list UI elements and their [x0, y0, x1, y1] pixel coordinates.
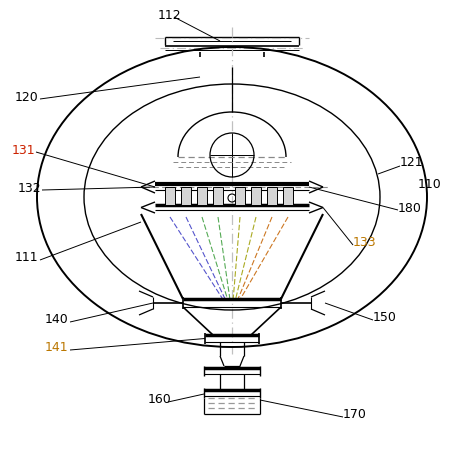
Bar [213, 187, 223, 206]
Text: 120: 120 [15, 90, 39, 103]
Text: 111: 111 [15, 251, 38, 264]
Text: 133: 133 [352, 236, 376, 249]
Bar [197, 187, 206, 206]
Text: 140: 140 [45, 313, 69, 326]
Text: 160: 160 [148, 393, 171, 405]
Bar [250, 187, 261, 206]
Text: 150: 150 [372, 311, 396, 324]
Text: 110: 110 [417, 178, 441, 191]
Text: 131: 131 [12, 143, 36, 156]
Text: 180: 180 [397, 201, 421, 214]
Bar [234, 187, 244, 206]
Text: 170: 170 [342, 408, 366, 420]
Text: 141: 141 [45, 341, 69, 354]
Bar [266, 187, 276, 206]
Bar [181, 187, 191, 206]
Text: 132: 132 [18, 181, 42, 194]
Text: 112: 112 [158, 9, 181, 21]
Bar [282, 187, 292, 206]
Text: 121: 121 [399, 156, 423, 169]
Bar [165, 187, 175, 206]
